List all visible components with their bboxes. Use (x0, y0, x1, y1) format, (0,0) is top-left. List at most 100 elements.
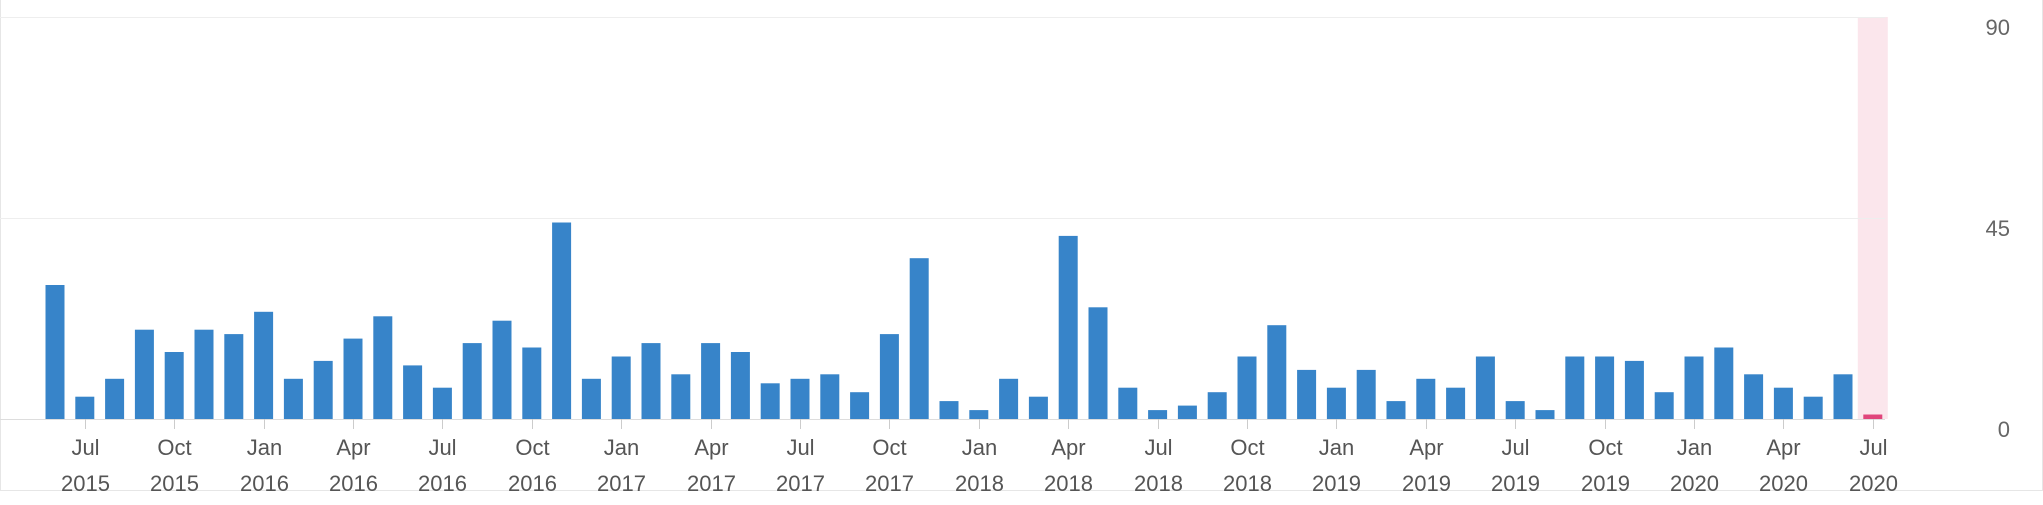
bar[interactable] (492, 320, 512, 419)
bar[interactable] (1267, 325, 1287, 419)
bar[interactable] (45, 285, 65, 419)
bar[interactable] (939, 401, 959, 419)
x-tick-label-month: Apr (694, 435, 728, 460)
bar[interactable] (254, 311, 274, 419)
x-tick-label-year: 2020 (1759, 471, 1808, 496)
x-axis-labels: Jul 2015 Oct 2015 Jan 2016 Apr 2016 Jul 2016 Oct 20… (61, 435, 1898, 496)
x-tick-label-month: Jul (1501, 435, 1529, 460)
bar-current-period[interactable] (1863, 414, 1883, 420)
bar[interactable] (1565, 356, 1585, 420)
bar[interactable] (760, 383, 780, 419)
bar[interactable] (790, 378, 810, 419)
bar[interactable] (1148, 410, 1168, 419)
bar[interactable] (105, 378, 125, 419)
x-tick-label-year: 2018 (1134, 471, 1183, 496)
bar[interactable] (224, 334, 244, 419)
bar[interactable] (1297, 369, 1317, 419)
x-tick-label-month: Jan (247, 435, 282, 460)
bar[interactable] (462, 343, 482, 419)
bar[interactable] (611, 356, 631, 420)
x-tick-label-year: 2016 (329, 471, 378, 496)
x-tick-label-month: Apr (1409, 435, 1443, 460)
bar[interactable] (1833, 374, 1853, 419)
bar[interactable] (1207, 392, 1227, 419)
bars (45, 222, 1883, 420)
bar[interactable] (1744, 374, 1764, 419)
bar[interactable] (1535, 410, 1555, 419)
y-tick-label: 90 (1986, 15, 2010, 40)
chart-background-layer (0, 0, 2043, 491)
bar[interactable] (1237, 356, 1257, 420)
bar[interactable] (373, 316, 393, 419)
bar[interactable] (1326, 387, 1346, 419)
bar[interactable] (1088, 307, 1108, 419)
bar[interactable] (522, 347, 542, 420)
bar[interactable] (820, 374, 840, 419)
bar[interactable] (134, 329, 154, 419)
bar[interactable] (1475, 356, 1495, 420)
bar[interactable] (194, 329, 214, 419)
bar[interactable] (552, 222, 572, 420)
y-tick-label: 0 (1998, 417, 2010, 442)
bar[interactable] (1773, 387, 1793, 419)
x-tick-label-year: 2016 (418, 471, 467, 496)
bar[interactable] (75, 396, 95, 419)
bar[interactable] (1386, 401, 1406, 419)
x-tick-label-month: Apr (336, 435, 370, 460)
x-tick-label-year: 2017 (865, 471, 914, 496)
bar[interactable] (1118, 387, 1138, 419)
x-tick-label-year: 2017 (597, 471, 646, 496)
x-tick-label-year: 2015 (61, 471, 110, 496)
bar[interactable] (1416, 378, 1436, 419)
x-tick-label-year: 2018 (1044, 471, 1093, 496)
x-tick-label-month: Jul (1144, 435, 1172, 460)
bar[interactable] (1803, 396, 1823, 419)
bar[interactable] (1654, 392, 1674, 419)
bar[interactable] (283, 378, 303, 419)
x-tick-label-month: Jul (428, 435, 456, 460)
y-axis-labels: 0 45 90 (1986, 15, 2010, 442)
bar[interactable] (1624, 360, 1644, 419)
bar[interactable] (313, 360, 333, 419)
x-tick-label-year: 2019 (1491, 471, 1540, 496)
x-tick-label-year: 2015 (150, 471, 199, 496)
bar[interactable] (1684, 356, 1704, 420)
x-tick-label-year: 2019 (1402, 471, 1451, 496)
x-tick-label-month: Jan (604, 435, 639, 460)
bar[interactable] (1595, 356, 1615, 420)
y-tick-label: 45 (1986, 216, 2010, 241)
bar[interactable] (730, 352, 750, 419)
x-tick-label-month: Jan (962, 435, 997, 460)
x-tick-label-year: 2020 (1670, 471, 1719, 496)
x-tick-label-year: 2017 (776, 471, 825, 496)
bar[interactable] (1446, 387, 1466, 419)
bar[interactable] (701, 343, 721, 419)
bar[interactable] (1505, 401, 1525, 419)
bar[interactable] (879, 334, 899, 419)
bar[interactable] (641, 343, 661, 419)
bar[interactable] (909, 258, 929, 419)
x-tick-label-month: Apr (1051, 435, 1085, 460)
bar[interactable] (432, 387, 452, 419)
x-axis-tick-marks (85, 419, 1874, 429)
bar[interactable] (999, 378, 1019, 419)
x-tick-label-month: Oct (157, 435, 191, 460)
bar[interactable] (969, 410, 989, 419)
x-tick-label-year: 2016 (240, 471, 289, 496)
bar[interactable] (403, 365, 423, 419)
bar[interactable] (164, 352, 184, 419)
x-tick-label-month: Oct (1588, 435, 1622, 460)
bar[interactable] (343, 338, 363, 419)
bar[interactable] (1058, 235, 1078, 419)
bar[interactable] (581, 378, 601, 419)
bar[interactable] (1356, 369, 1376, 419)
x-tick-label-year: 2018 (955, 471, 1004, 496)
bar[interactable] (1028, 396, 1048, 419)
bar[interactable] (1177, 405, 1197, 419)
bar[interactable] (850, 392, 870, 419)
bar[interactable] (1714, 347, 1734, 420)
bar[interactable] (671, 374, 691, 419)
x-tick-label-month: Apr (1766, 435, 1800, 460)
